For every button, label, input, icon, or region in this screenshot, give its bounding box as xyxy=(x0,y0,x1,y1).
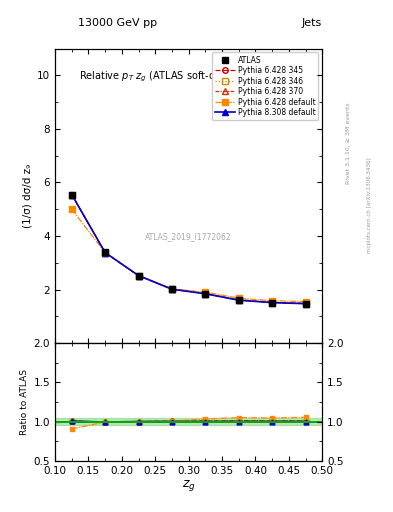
Pythia 6.428 default xyxy=(69,206,74,212)
Pythia 6.428 345 xyxy=(270,300,274,306)
Text: ATLAS_2019_I1772062: ATLAS_2019_I1772062 xyxy=(145,232,232,242)
Pythia 6.428 346 xyxy=(270,300,274,306)
X-axis label: $z_g$: $z_g$ xyxy=(182,478,196,494)
Pythia 6.428 370 xyxy=(170,286,174,292)
Pythia 6.428 345 xyxy=(69,191,74,198)
Pythia 6.428 370 xyxy=(69,191,74,198)
Pythia 8.308 default xyxy=(203,291,208,297)
Text: 13000 GeV pp: 13000 GeV pp xyxy=(78,18,158,28)
Pythia 8.308 default xyxy=(270,300,274,306)
Pythia 6.428 370 xyxy=(203,290,208,296)
Line: Pythia 6.428 default: Pythia 6.428 default xyxy=(69,206,309,304)
Pythia 6.428 346 xyxy=(103,249,108,255)
Line: Pythia 6.428 346: Pythia 6.428 346 xyxy=(69,191,309,306)
Line: Pythia 6.428 370: Pythia 6.428 370 xyxy=(69,191,309,306)
Pythia 6.428 default xyxy=(303,298,308,305)
Pythia 6.428 370 xyxy=(270,300,274,306)
Pythia 6.428 346 xyxy=(170,286,174,292)
Pythia 6.428 370 xyxy=(103,249,108,255)
Legend: ATLAS, Pythia 6.428 345, Pythia 6.428 346, Pythia 6.428 370, Pythia 6.428 defaul: ATLAS, Pythia 6.428 345, Pythia 6.428 34… xyxy=(213,52,318,120)
Y-axis label: Ratio to ATLAS: Ratio to ATLAS xyxy=(20,369,29,435)
Pythia 6.428 346 xyxy=(303,301,308,307)
Text: Relative $p_T$ $z_g$ (ATLAS soft-drop observables): Relative $p_T$ $z_g$ (ATLAS soft-drop ob… xyxy=(79,69,298,83)
Pythia 6.428 345 xyxy=(103,249,108,255)
Pythia 8.308 default xyxy=(237,297,241,303)
Pythia 6.428 default xyxy=(203,289,208,295)
Pythia 6.428 346 xyxy=(203,290,208,296)
Pythia 6.428 345 xyxy=(136,272,141,279)
Text: mcplots.cern.ch [arXiv:1306.3436]: mcplots.cern.ch [arXiv:1306.3436] xyxy=(367,157,372,252)
Pythia 8.308 default xyxy=(170,286,174,292)
Pythia 6.428 370 xyxy=(303,301,308,307)
Pythia 6.428 370 xyxy=(136,272,141,279)
Pythia 6.428 default xyxy=(270,297,274,304)
Pythia 6.428 default xyxy=(237,295,241,301)
Pythia 6.428 default xyxy=(103,249,108,255)
Pythia 6.428 default xyxy=(170,286,174,292)
Line: Pythia 8.308 default: Pythia 8.308 default xyxy=(69,191,309,307)
Line: Pythia 6.428 345: Pythia 6.428 345 xyxy=(69,191,309,306)
Text: Jets: Jets xyxy=(302,18,322,28)
Text: Rivet 3.1.10, ≥ 3M events: Rivet 3.1.10, ≥ 3M events xyxy=(345,102,350,184)
Pythia 6.428 345 xyxy=(203,290,208,296)
Pythia 8.308 default xyxy=(136,272,141,279)
Pythia 6.428 345 xyxy=(170,286,174,292)
Y-axis label: (1/σ) dσ/d z₉: (1/σ) dσ/d z₉ xyxy=(23,164,33,228)
Pythia 6.428 346 xyxy=(237,297,241,303)
Pythia 6.428 345 xyxy=(237,297,241,303)
Pythia 6.428 346 xyxy=(136,273,141,279)
Pythia 8.308 default xyxy=(69,191,74,198)
Pythia 6.428 345 xyxy=(303,301,308,307)
Pythia 8.308 default xyxy=(103,249,108,255)
Pythia 6.428 default xyxy=(136,272,141,279)
Pythia 8.308 default xyxy=(303,301,308,307)
Pythia 6.428 370 xyxy=(237,296,241,303)
Pythia 6.428 346 xyxy=(69,191,74,198)
